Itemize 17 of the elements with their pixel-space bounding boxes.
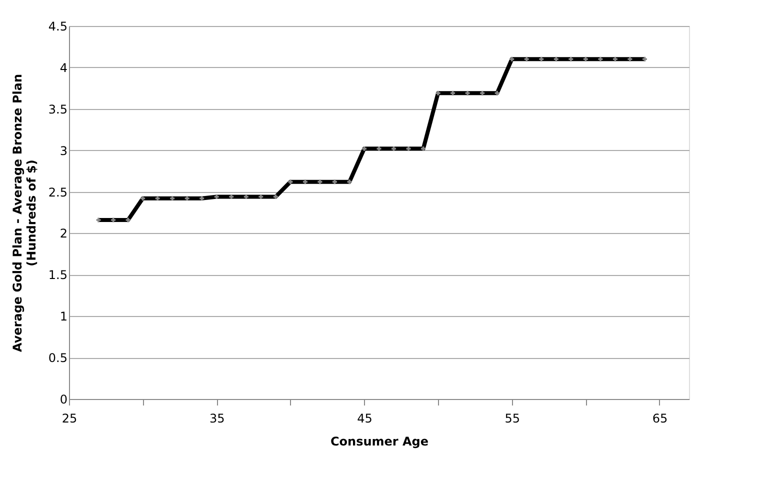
x-tick-label: 35 (209, 412, 225, 426)
y-tick-label: 4.5 (48, 20, 68, 34)
y-tick-label: 3.5 (48, 102, 68, 116)
y-tick-label: 1.5 (48, 268, 68, 282)
y-tick-label: 0.5 (48, 351, 68, 366)
y-tick-label: 3 (60, 144, 68, 158)
x-tick-label: 25 (62, 412, 78, 426)
y-axis-title: Average Gold Plan - Average Bronze Plan (Hundreds of $) (10, 74, 38, 352)
y-tick-label: 2.5 (48, 185, 68, 200)
x-tick-label: 55 (504, 412, 520, 426)
y-tick-label: 4 (60, 60, 68, 75)
x-tick-label: 45 (357, 412, 372, 426)
x-tick-label: 65 (652, 412, 668, 426)
y-tick-label: 2 (60, 226, 68, 241)
y-tick-label: 1 (60, 310, 68, 324)
x-axis-title: Consumer Age (330, 434, 429, 448)
y-tick-label: 0 (60, 392, 68, 406)
